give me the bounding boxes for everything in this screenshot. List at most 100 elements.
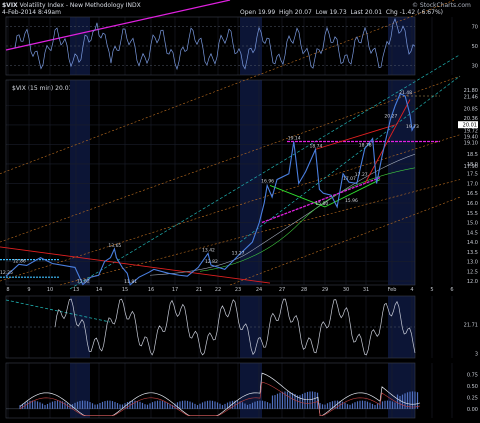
channel-line-orange xyxy=(0,75,461,243)
axis-tick-label-y: 19.40 xyxy=(464,135,478,141)
rsi-line xyxy=(14,17,416,71)
axis-tick-label-x: 23 xyxy=(235,287,241,293)
pattern-line-green xyxy=(269,185,326,208)
day-shade xyxy=(70,80,90,285)
axis-tick-label-x: 5 xyxy=(430,287,433,293)
axis-tick-label-y: 19.72 xyxy=(464,128,478,134)
indicator-line xyxy=(54,298,416,356)
axis-tick-label-x: 8 xyxy=(6,287,9,293)
axis-tick-label-x: 27 xyxy=(279,287,285,293)
axis-tick-label-y: 21.71 xyxy=(464,322,478,328)
ohlc-readout: Open 19.99 High 20.07 Low 19.73 Last 20.… xyxy=(240,9,443,16)
axis-tick-label-x: 29 xyxy=(322,287,328,293)
price-annotation: 12.86 xyxy=(13,258,26,264)
pattern-line-green xyxy=(324,179,381,208)
price-annotation: 17.27 xyxy=(355,172,368,178)
price-annotation: 16.96 xyxy=(261,178,274,184)
price-annotation: 15.80 xyxy=(315,201,328,207)
axis-tick-label-x: 30 xyxy=(343,287,349,293)
axis-tick-label-y: 0.25 xyxy=(467,395,478,401)
trend-line-teal xyxy=(5,299,111,323)
axis-tick-label-y: 30 xyxy=(472,63,478,69)
axis-tick-label-y: 50 xyxy=(472,44,478,50)
axis-tick-label-y: 14.0 xyxy=(467,240,478,246)
last-price-box xyxy=(458,121,478,129)
trend-line-magenta xyxy=(5,0,231,51)
axis-tick-label-y: 12.0 xyxy=(467,279,478,285)
axis-tick-label-y: 15.0 xyxy=(467,221,478,227)
price-annotation: 18.74 xyxy=(309,144,322,150)
axis-tick-label-y: 18.0 xyxy=(467,162,478,168)
watermark: © StockCharts.com xyxy=(412,2,471,9)
axis-tick-label-y: 13.5 xyxy=(467,250,478,256)
chart-name: Volatility Index - New Methodology xyxy=(19,2,124,9)
price-annotation: 13.27 xyxy=(232,250,245,256)
axis-tick-label-y: 17.5 xyxy=(467,172,478,178)
axis-tick-label-x: 24 xyxy=(256,287,262,293)
axis-tick-label-x: 9 xyxy=(27,287,30,293)
channel-line-orange xyxy=(59,179,461,286)
axis-tick-label-y: 12.5 xyxy=(467,269,478,275)
moving-average-2 xyxy=(199,167,416,272)
axis-tick-label-y: 16.0 xyxy=(467,201,478,207)
channel-line-orange xyxy=(229,196,461,286)
axis-tick-label-y: 0.00 xyxy=(467,407,478,413)
panel-border xyxy=(5,362,416,419)
axis-tick-label-x: 28 xyxy=(301,287,307,293)
price-annotation: 20.27 xyxy=(384,114,397,120)
axis-tick-label-x: 10 xyxy=(47,287,53,293)
day-shade xyxy=(70,363,90,418)
axis-tick-label-y: 3 xyxy=(475,351,478,357)
axis-tick-label-x: 14 xyxy=(96,287,102,293)
trend-line-red xyxy=(0,246,271,284)
signal-line xyxy=(19,381,421,417)
price-annotation: 19.14 xyxy=(288,136,301,142)
price-line xyxy=(5,92,416,286)
flag-line-red xyxy=(364,99,411,184)
support-line-magenta xyxy=(261,177,381,224)
chart-exchange: INDX xyxy=(125,2,141,9)
price-annotation: 21.48 xyxy=(399,90,412,96)
price-annotation: 11.82 xyxy=(77,279,90,285)
axis-tick-label-y: 21.46 xyxy=(464,94,478,100)
axis-tick-label-x: 6 xyxy=(450,287,453,293)
panel-border xyxy=(5,79,416,286)
price-annotation: 18.78 xyxy=(359,143,372,149)
axis-tick-label-y: 20.36 xyxy=(464,116,478,122)
axis-tick-label-y: 20.85 xyxy=(464,106,478,112)
price-annotation: 17.07 xyxy=(343,176,356,182)
axis-tick-label-y: 14.5 xyxy=(467,230,478,236)
axis-tick-label-x: 15 xyxy=(122,287,128,293)
day-shade xyxy=(240,80,262,285)
axis-tick-label-x: 22 xyxy=(215,287,221,293)
price-annotation: 13.65 xyxy=(108,243,121,249)
main-panel-label: $VIX (15 min) 20.01 xyxy=(12,85,73,92)
axis-tick-label-x: 21 xyxy=(196,287,202,293)
axis-tick-label-y: 0.50 xyxy=(467,384,478,390)
axis-tick-label-y: 70 xyxy=(472,25,478,31)
flag-line-red xyxy=(314,124,396,150)
last-price-label: 20.01 xyxy=(463,123,477,129)
price-annotation: 19.73 xyxy=(406,124,419,130)
moving-average-1 xyxy=(149,153,416,276)
axis-tick-label-y: 21.80 xyxy=(464,88,478,94)
channel-line-orange xyxy=(0,134,461,282)
axis-tick-label-x: Feb xyxy=(388,287,397,293)
price-annotation: 12.25 xyxy=(0,270,13,276)
axis-tick-label-x: 31 xyxy=(363,287,369,293)
chart-datetime: 4-Feb-2014 8:49am xyxy=(2,9,61,16)
axis-tick-label-y: 19.10 xyxy=(464,140,478,146)
axis-tick-label-y: 13.0 xyxy=(467,260,478,266)
axis-tick-label-x: 16 xyxy=(148,287,154,293)
axis-tick-label-y: 17.90 xyxy=(464,164,478,170)
chart-symbol: $VIX xyxy=(2,2,18,9)
price-annotation: 11.81 xyxy=(124,279,137,285)
axis-tick-label-y: 17.0 xyxy=(467,181,478,187)
channel-line-teal xyxy=(69,54,461,290)
axis-tick-label-x: 4 xyxy=(410,287,413,293)
price-annotation: 15.96 xyxy=(345,198,358,204)
axis-tick-label-y: 15.5 xyxy=(467,211,478,217)
axis-tick-label-x: 13 xyxy=(73,287,79,293)
